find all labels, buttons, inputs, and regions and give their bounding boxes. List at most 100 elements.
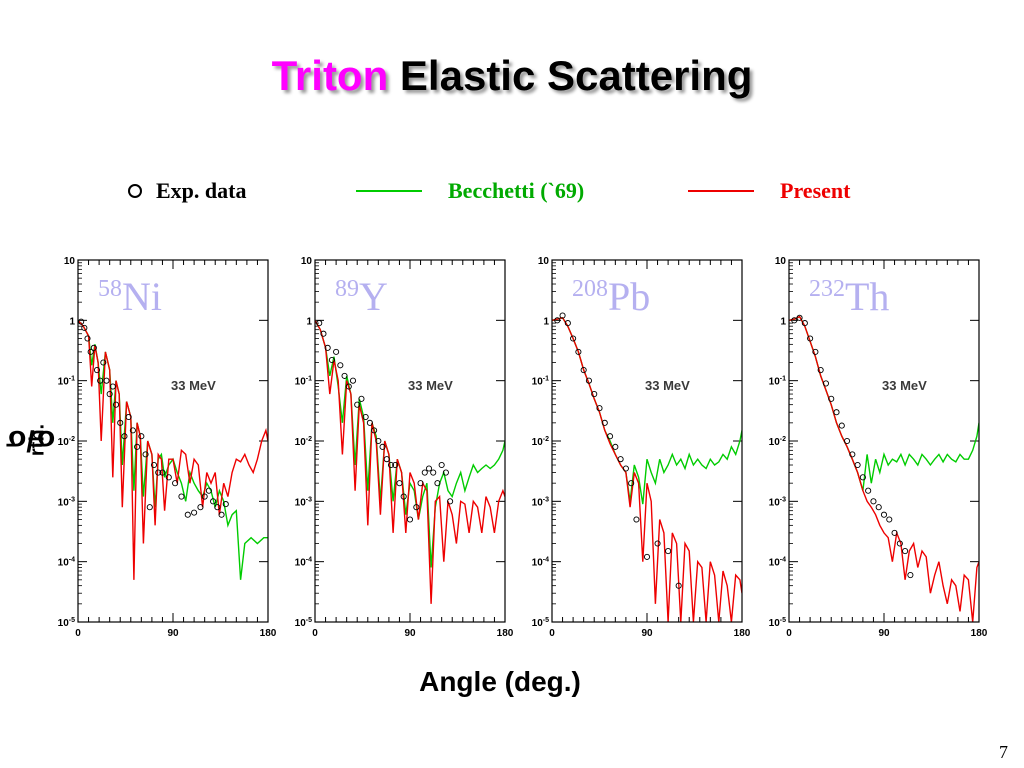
exp-data-point	[791, 317, 798, 324]
exp-data-point	[165, 474, 172, 481]
exp-data-point	[438, 461, 445, 469]
exp-data-point	[117, 419, 124, 426]
plot-frame	[788, 259, 980, 623]
y-tick-exponent: -3	[306, 496, 312, 503]
energy-label: 33 MeV	[171, 378, 216, 393]
y-tick-label: 10-2	[295, 436, 312, 448]
y-tick-label: 10-5	[295, 617, 312, 629]
y-tick-label: 10-2	[532, 436, 549, 448]
y-tick-exponent: -4	[780, 557, 786, 564]
y-tick-exponent: -3	[780, 496, 786, 503]
legend-becchetti-label: Becchetti (`69)	[448, 178, 585, 203]
exp-data-point	[875, 504, 882, 511]
red-line-swatch	[688, 190, 754, 192]
x-tick-label: 180	[734, 628, 751, 639]
exp-data-point	[854, 461, 861, 469]
exp-data-point	[341, 372, 348, 379]
x-tick-label: 180	[971, 628, 988, 639]
exp-data-point	[214, 504, 221, 511]
nucleus-label: 58Ni	[98, 274, 162, 319]
y-tick-exponent: -1	[780, 376, 786, 383]
y-tick-label: 10-1	[532, 376, 549, 388]
y-tick-label: 10-3	[532, 496, 549, 508]
exp-data-point	[612, 443, 619, 450]
exp-data-point	[554, 317, 561, 324]
exp-data-point	[801, 320, 808, 327]
page-number: 7	[999, 742, 1008, 762]
exp-data-point	[838, 422, 845, 429]
y-tick-exponent: -3	[543, 496, 549, 503]
y-tick-label: 10-1	[769, 376, 786, 388]
exp-data-point	[896, 540, 903, 547]
exp-data-point	[218, 511, 225, 518]
y-axis-label: σ/σ rth.	[5, 385, 54, 495]
x-tick-label: 0	[312, 628, 318, 639]
energy-label: 33 MeV	[645, 378, 690, 393]
exp-data-point	[81, 324, 88, 331]
becchetti-series-line	[789, 315, 979, 491]
exp-data-point	[607, 433, 614, 440]
exp-data-point	[205, 487, 212, 494]
exp-data-point	[812, 348, 819, 355]
exp-data-point	[383, 456, 390, 463]
y-tick-label: 10	[64, 256, 76, 267]
nucleus-element: Ni	[122, 274, 162, 319]
y-tick-label: 10	[775, 256, 787, 267]
exp-data-point	[371, 427, 378, 434]
exp-data-point	[865, 487, 872, 494]
exp-data-point	[138, 433, 145, 440]
panel-y89: 10-5 10-4 10-3 10-2 10-1 1 10 0 90 180 33 MeV 89Y	[295, 256, 514, 639]
nucleus-mass: 232	[809, 276, 845, 302]
exp-data-point	[396, 480, 403, 487]
panel-ni58: 10-5 10-4 10-3 10-2 10-1 1 10 0 90 180 33 MeV 58Ni	[58, 256, 277, 639]
becchetti-series-line	[552, 316, 742, 505]
exp-data-point	[184, 511, 191, 518]
y-tick-exponent: -4	[69, 557, 75, 564]
plot-frame	[314, 259, 506, 623]
exp-data-point	[210, 498, 217, 505]
x-tick-label: 90	[878, 628, 890, 639]
nucleus-element: Pb	[608, 274, 650, 319]
nucleus-label: 232Th	[809, 274, 889, 319]
exp-data-point	[121, 433, 128, 440]
exp-data-point	[201, 493, 208, 500]
exp-data-point	[387, 461, 395, 469]
exp-data-point	[633, 516, 640, 523]
legend-becchetti: Becchetti (`69)	[356, 178, 584, 204]
exp-data-point	[222, 501, 229, 508]
exp-data-point	[328, 356, 335, 364]
y-tick-label: 10-4	[769, 557, 786, 569]
present-series-line	[552, 316, 742, 622]
exp-data-point	[320, 330, 327, 337]
exp-data-point	[585, 377, 592, 384]
exp-data-point	[447, 498, 454, 505]
legend-exp-label: Exp. data	[156, 178, 247, 203]
y-tick-exponent: -2	[543, 436, 549, 443]
exp-data-point	[172, 480, 179, 487]
y-tick-exponent: -5	[69, 617, 75, 624]
x-axis-label: Angle (deg.)	[419, 666, 581, 697]
exp-data-point	[392, 461, 399, 469]
exp-data-point	[112, 401, 120, 408]
nucleus-mass: 89	[335, 276, 359, 302]
exp-data-point	[807, 335, 814, 342]
exp-data-point	[796, 314, 803, 321]
exp-data-point	[880, 511, 888, 518]
exp-data-point	[324, 344, 331, 351]
y-tick-label: 10-2	[58, 436, 75, 448]
title-rest: Elastic Scattering	[399, 52, 753, 99]
exp-data-point	[822, 380, 829, 387]
x-tick-label: 90	[167, 628, 179, 639]
nucleus-label: 89Y	[335, 274, 388, 319]
exp-data-point	[421, 469, 428, 476]
exp-data-point	[570, 335, 577, 342]
exp-data-point	[100, 359, 107, 366]
exp-data-point	[146, 504, 153, 511]
exp-data-point	[354, 401, 361, 408]
exp-data-point	[564, 320, 571, 327]
exp-data-point	[129, 427, 136, 434]
y-tick-exponent: -5	[543, 617, 549, 624]
y-tick-label: 1	[69, 316, 75, 327]
plot-frame	[77, 259, 269, 623]
exp-data-point	[844, 437, 851, 445]
